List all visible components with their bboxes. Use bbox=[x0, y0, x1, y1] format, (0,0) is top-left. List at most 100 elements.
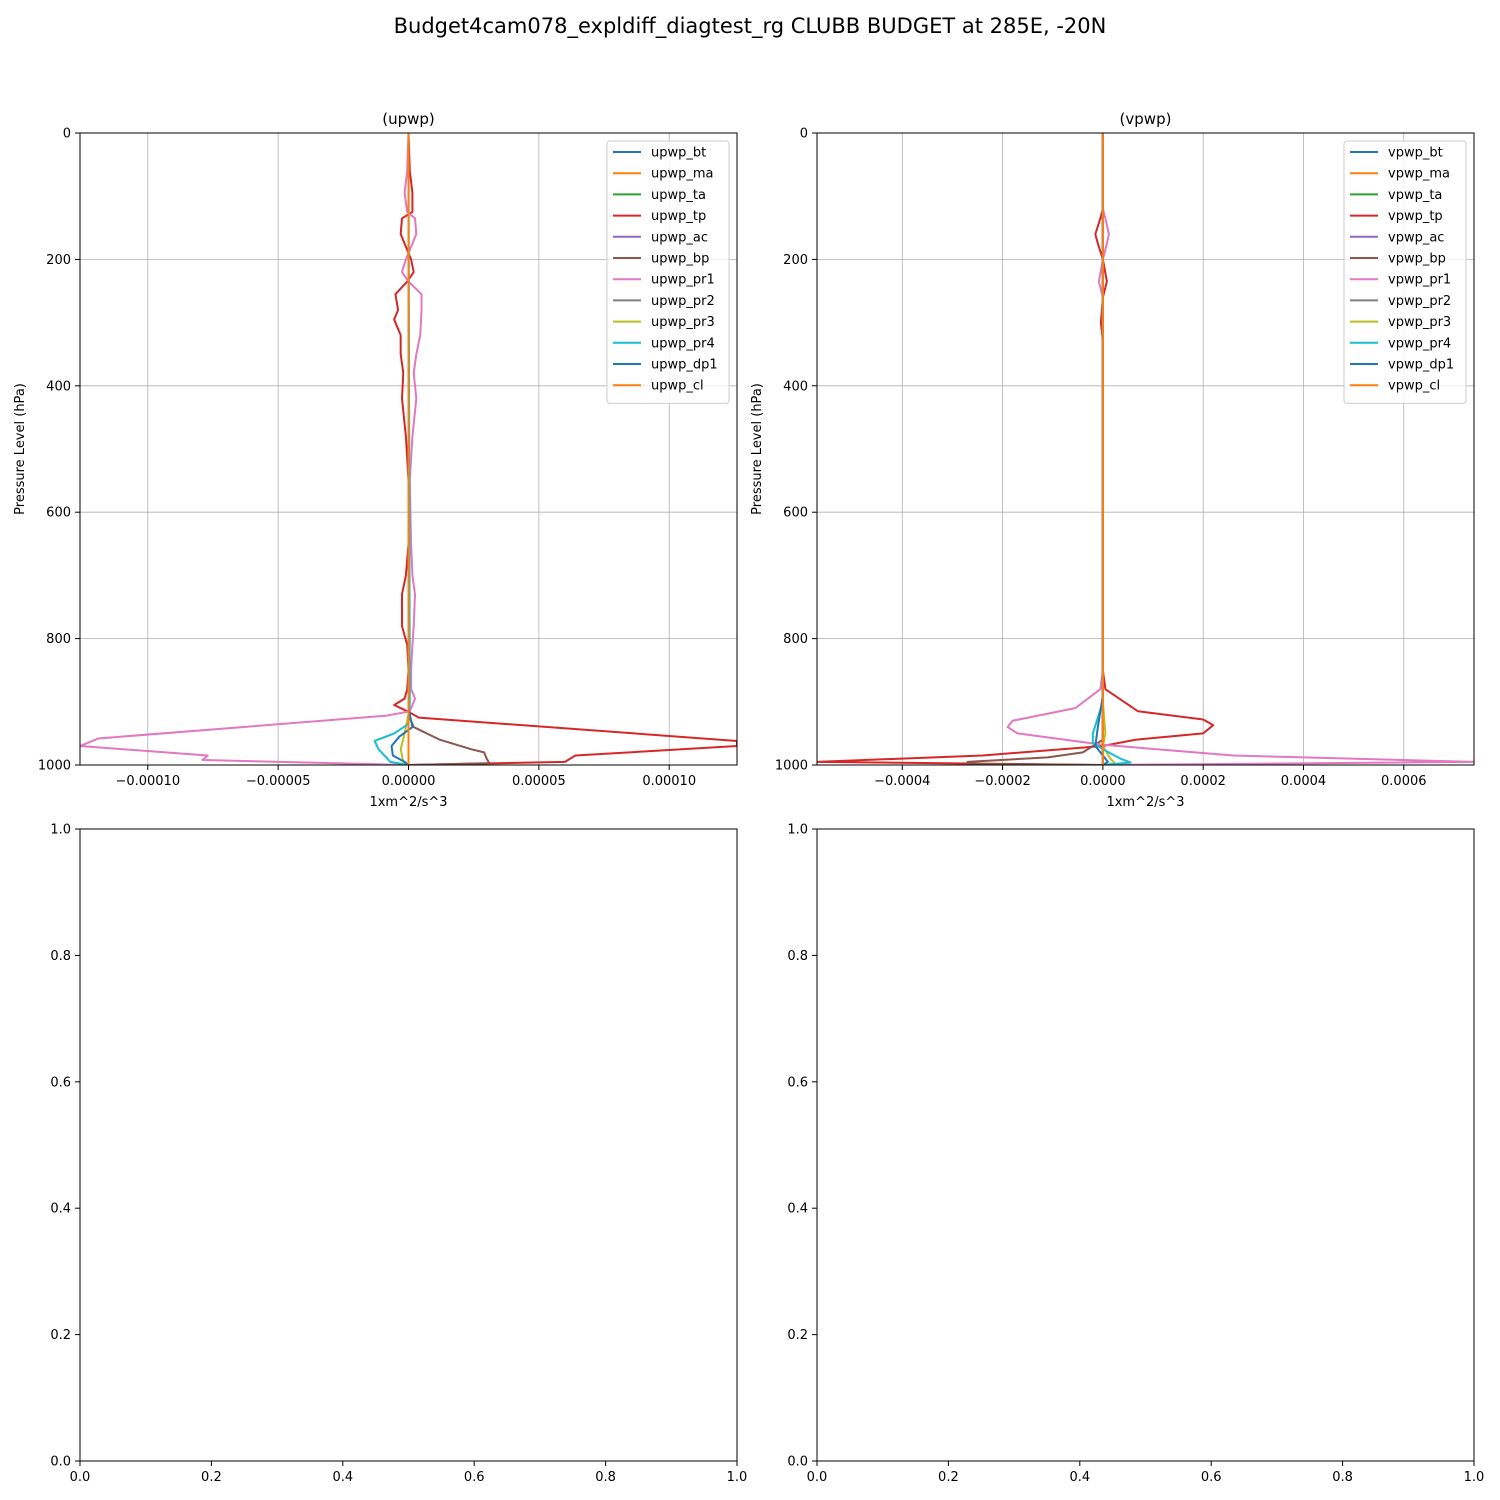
chart-4: 0.0 0.2 0.4 0.6 0.8 1.0 0.0 0.2 0.4 0.6 0.8 1.0 bbox=[787, 823, 1484, 1486]
figure-title: Budget4cam078_expldiff_diagtest_rg CLUBB… bbox=[393, 14, 1107, 38]
legend-label-upwp_cl: upwp_cl bbox=[651, 379, 704, 394]
chart-2: −0.0004 −0.0002 0.0000 0.0002 0.0004 0.0006 0 2… bbox=[750, 110, 1475, 810]
series-line-upwp_tp bbox=[393, 133, 737, 765]
y-tick-label: 0 bbox=[63, 127, 71, 142]
y-tick-label: 1000 bbox=[38, 759, 71, 774]
series-line-upwp_pr1 bbox=[80, 133, 423, 765]
x-tick-label: 0.2 bbox=[938, 1470, 959, 1485]
y-tick-label: 0.0 bbox=[50, 1455, 71, 1470]
chart-title: (vpwp) bbox=[1120, 110, 1172, 128]
y-tick-label: 1.0 bbox=[50, 823, 71, 838]
chart-3: 0.0 0.2 0.4 0.6 0.8 1.0 0.0 0.2 0.4 0.6 0.8 1.0 bbox=[50, 823, 747, 1486]
legend-label-vpwp_pr3: vpwp_pr3 bbox=[1388, 315, 1451, 330]
y-tick-label: 0.2 bbox=[50, 1328, 71, 1343]
chart-title: (upwp) bbox=[382, 110, 435, 128]
x-tick-label: 0.0004 bbox=[1281, 774, 1327, 789]
y-axis-label: Pressure Level (hPa) bbox=[750, 383, 765, 515]
x-tick-label: 0.8 bbox=[1332, 1470, 1353, 1485]
x-tick-label: 0.4 bbox=[332, 1470, 353, 1485]
x-tick-label: 0.8 bbox=[595, 1470, 616, 1485]
x-tick-label: 0.6 bbox=[1201, 1470, 1222, 1485]
legend-label-upwp_pr4: upwp_pr4 bbox=[651, 336, 715, 351]
series-line-vpwp_pr4 bbox=[1091, 133, 1132, 765]
y-tick-label: 0.6 bbox=[50, 1075, 71, 1090]
y-axis-label: Pressure Level (hPa) bbox=[13, 383, 28, 515]
series-line-vpwp_tp bbox=[817, 133, 1215, 765]
x-tick-label: 0.2 bbox=[201, 1470, 222, 1485]
legend: vpwp_bt vpwp_ma vpwp_ta vpwp_tp vpwp_ac vpwp_… bbox=[1343, 140, 1467, 404]
x-tick-label: −0.0004 bbox=[874, 774, 930, 789]
legend-label-vpwp_pr2: vpwp_pr2 bbox=[1388, 294, 1451, 309]
y-tick-label: 0.8 bbox=[787, 949, 808, 964]
legend-label-upwp_ma: upwp_ma bbox=[651, 167, 714, 182]
legend-label-vpwp_dp1: vpwp_dp1 bbox=[1388, 358, 1454, 373]
x-tick-label: −0.0002 bbox=[974, 774, 1030, 789]
series-group bbox=[80, 133, 737, 765]
y-tick-label: 1000 bbox=[775, 759, 808, 774]
series-line-vpwp_pr1 bbox=[1006, 133, 1474, 765]
legend-label-vpwp_tp: vpwp_tp bbox=[1388, 209, 1443, 224]
x-tick-label: 0.0 bbox=[70, 1470, 91, 1485]
legend-label-upwp_pr1: upwp_pr1 bbox=[651, 273, 715, 288]
y-tick-label: 0.0 bbox=[787, 1455, 808, 1470]
legend-label-upwp_pr2: upwp_pr2 bbox=[651, 294, 715, 309]
x-tick-label: 0.0006 bbox=[1381, 774, 1427, 789]
y-tick-label: 600 bbox=[46, 506, 71, 521]
legend-label-upwp_ta: upwp_ta bbox=[651, 188, 706, 203]
legend-label-vpwp_pr1: vpwp_pr1 bbox=[1388, 273, 1451, 288]
x-tick-label: 1.0 bbox=[1464, 1470, 1485, 1485]
legend-label-upwp_bt: upwp_bt bbox=[651, 146, 706, 161]
x-tick-label: 0.6 bbox=[464, 1470, 485, 1485]
y-tick-label: 400 bbox=[783, 379, 808, 394]
series-line-upwp_bp bbox=[407, 133, 491, 765]
legend-label-upwp_ac: upwp_ac bbox=[651, 230, 708, 245]
y-tick-label: 200 bbox=[783, 253, 808, 268]
plot-frame bbox=[79, 828, 738, 1462]
y-tick-label: 0 bbox=[800, 127, 808, 142]
x-tick-label: 0.00000 bbox=[382, 774, 436, 789]
y-tick-label: 0.4 bbox=[787, 1202, 808, 1217]
y-tick-label: 0.2 bbox=[787, 1328, 808, 1343]
legend-label-vpwp_ta: vpwp_ta bbox=[1388, 188, 1442, 203]
y-tick-label: 0.8 bbox=[50, 949, 71, 964]
y-tick-label: 800 bbox=[46, 632, 71, 647]
x-tick-label: 0.0002 bbox=[1180, 774, 1226, 789]
legend-label-vpwp_cl: vpwp_cl bbox=[1388, 379, 1440, 394]
legend-label-vpwp_bt: vpwp_bt bbox=[1388, 146, 1443, 161]
legend: upwp_bt upwp_ma upwp_ta upwp_tp upwp_ac upwp_… bbox=[606, 140, 730, 404]
x-tick-label: 0.0000 bbox=[1080, 774, 1126, 789]
series-line-upwp_pr4 bbox=[373, 133, 411, 765]
x-tick-label: 0.00010 bbox=[642, 774, 696, 789]
x-tick-label: 0.4 bbox=[1069, 1470, 1090, 1485]
y-tick-label: 0.6 bbox=[787, 1075, 808, 1090]
chart-1: −0.00010 −0.00005 0.00000 0.00005 0.00010 0 20… bbox=[13, 110, 738, 810]
x-axis-label: 1xm^2/s^3 bbox=[1106, 795, 1184, 810]
y-tick-label: 800 bbox=[783, 632, 808, 647]
legend-label-upwp_tp: upwp_tp bbox=[651, 209, 706, 224]
x-tick-label: 1.0 bbox=[727, 1470, 748, 1485]
series-group bbox=[817, 133, 1474, 765]
legend-label-vpwp_ma: vpwp_ma bbox=[1388, 167, 1450, 182]
legend-label-vpwp_pr4: vpwp_pr4 bbox=[1388, 336, 1451, 351]
legend-label-vpwp_bp: vpwp_bp bbox=[1388, 252, 1446, 267]
y-tick-label: 400 bbox=[46, 379, 71, 394]
plot-frame bbox=[816, 828, 1475, 1462]
series-line-vpwp_pr3 bbox=[1101, 133, 1117, 765]
legend-box bbox=[606, 140, 730, 404]
y-tick-label: 200 bbox=[46, 253, 71, 268]
legend-label-upwp_bp: upwp_bp bbox=[651, 252, 709, 267]
legend-label-vpwp_ac: vpwp_ac bbox=[1388, 230, 1444, 245]
x-tick-label: 0.00005 bbox=[512, 774, 566, 789]
series-line-vpwp_bp bbox=[966, 133, 1104, 765]
legend-label-upwp_pr3: upwp_pr3 bbox=[651, 315, 715, 330]
x-tick-label: −0.00005 bbox=[246, 774, 311, 789]
y-tick-label: 1.0 bbox=[787, 823, 808, 838]
y-tick-label: 0.4 bbox=[50, 1202, 71, 1217]
legend-label-upwp_dp1: upwp_dp1 bbox=[651, 358, 718, 373]
plot-frame bbox=[816, 132, 1475, 766]
x-tick-label: 0.0 bbox=[807, 1470, 828, 1485]
x-axis-label: 1xm^2/s^3 bbox=[369, 795, 447, 810]
x-tick-label: −0.00010 bbox=[115, 774, 180, 789]
legend-box bbox=[1343, 140, 1467, 404]
